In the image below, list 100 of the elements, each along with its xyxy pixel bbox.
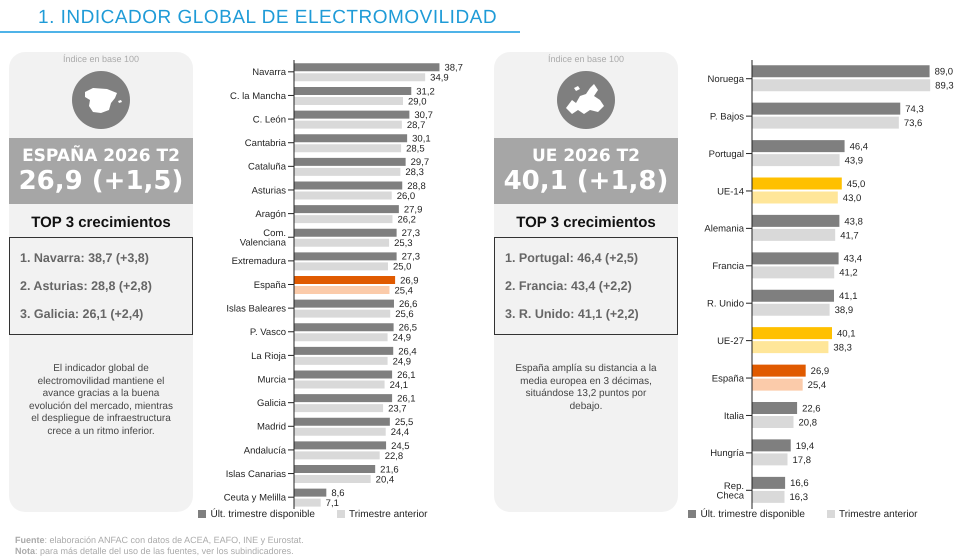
y-tick-label: P. Vasco: [250, 327, 286, 338]
data-label: 16,3: [790, 492, 808, 504]
bar: [294, 63, 440, 72]
bar: [752, 327, 832, 340]
bar: [752, 177, 842, 190]
data-label: 7,1: [326, 498, 339, 510]
data-label: 30,7: [414, 110, 433, 121]
bar: [752, 65, 930, 78]
text: Índice en base 100: [62, 54, 140, 64]
bar: [294, 428, 386, 436]
bar: [294, 144, 402, 152]
data-label: 89,0: [934, 66, 954, 78]
text: 2. Asturias: 28,8 (+2,8): [20, 278, 153, 295]
text: 2. Francia: 43,4 (+2,2): [505, 278, 633, 295]
bar: [294, 276, 396, 284]
text: Nota: para más detalle del uso de las fuentes, ver los subindicadores.: [15, 546, 295, 557]
data-label: 28,8: [407, 180, 426, 192]
bar: [294, 228, 397, 237]
y-tick-label: Rep. Checa: [716, 480, 745, 502]
bar: [294, 488, 326, 497]
data-label: 28,7: [406, 120, 426, 131]
data-label: 41,2: [839, 268, 858, 279]
bar: [752, 228, 836, 241]
bar: [752, 266, 834, 278]
bar: [294, 168, 400, 176]
data-label: 26,2: [397, 214, 416, 226]
bar: [294, 181, 402, 190]
data-label: 74,3: [905, 104, 924, 116]
y-tick-label: UE-27: [717, 336, 744, 347]
bar: [752, 416, 794, 428]
data-label: 25,0: [392, 262, 412, 273]
data-label: 24,5: [391, 440, 410, 452]
data-label: 38,9: [834, 305, 854, 316]
text: 26,9 (+1,5): [18, 166, 184, 196]
bar: [752, 341, 828, 354]
data-label: 46,4: [850, 141, 868, 152]
data-label: 73,6: [904, 118, 922, 130]
y-tick-label: Cantabria: [244, 138, 287, 150]
data-label: 26,4: [398, 346, 417, 358]
data-label: 41,7: [840, 230, 859, 242]
bar: [294, 300, 394, 308]
text: El indicador global de electromovilidad mantiene el avance gracias a la buena evolución del mercado, mientras el despliegue de infraestructura crece a un ritmo inferior.: [28, 363, 174, 438]
data-label: 29,0: [408, 96, 426, 108]
bar: [294, 134, 408, 142]
data-label: 31,2: [416, 86, 435, 98]
bar: [294, 73, 426, 82]
bar: [294, 215, 392, 224]
data-label: 27,9: [404, 204, 422, 216]
data-label: 24,9: [392, 356, 412, 368]
text: 3. R. Unido: 41,1 (+2,2): [505, 306, 640, 323]
data-label: 38,3: [833, 342, 852, 354]
data-label: 20,4: [376, 474, 394, 486]
y-tick-label: Cataluña: [248, 162, 287, 173]
bar: [752, 116, 899, 129]
bar: [294, 333, 388, 342]
y-tick-label: Islas Baleares: [226, 304, 286, 315]
text: Índice en base 100: [546, 54, 626, 64]
bar: [294, 465, 376, 474]
data-label: 45,0: [846, 178, 866, 190]
text: TOP 3 crecimientos: [30, 214, 172, 231]
data-label: 19,4: [796, 440, 814, 452]
data-label: 25,6: [395, 308, 414, 320]
y-tick-label: Hungría: [710, 448, 745, 460]
data-label: 26,5: [398, 322, 418, 334]
bar: [752, 191, 838, 204]
bar: [752, 402, 798, 414]
y-tick-label: Italia: [724, 410, 745, 422]
bar: [294, 120, 402, 129]
bar: [752, 476, 786, 489]
bar: [294, 323, 394, 332]
data-label: 25,4: [808, 380, 826, 391]
y-tick-label: España: [712, 373, 745, 384]
bar: [752, 304, 830, 316]
bar: [752, 490, 785, 503]
bar: [294, 252, 397, 260]
bar: [294, 96, 403, 105]
y-tick-label: UE-14: [717, 186, 744, 198]
data-label: 21,6: [380, 464, 399, 476]
text: TOP 3 crecimientos: [515, 214, 657, 231]
data-label: 25,3: [394, 238, 413, 250]
bar: [752, 79, 930, 92]
text: ESPAÑA 2026 T2: [21, 146, 181, 166]
text: 3. Galicia: 26,1 (+2,4): [20, 306, 144, 323]
data-label: 17,8: [792, 454, 812, 466]
legend-label: Trimestre anterior: [348, 509, 428, 520]
bar: [294, 191, 392, 200]
bar: [294, 475, 371, 484]
bar: [752, 439, 791, 452]
text: UE 2026 T2: [531, 146, 641, 166]
y-tick-label: Extremadura: [232, 256, 287, 268]
bar: [294, 370, 392, 379]
y-tick-label: Andalucía: [244, 445, 287, 456]
text: 1. Navarra: 38,7 (+3,8): [20, 250, 150, 267]
data-label: 22,6: [802, 403, 821, 414]
data-label: 23,7: [388, 404, 407, 415]
bar: [294, 346, 394, 355]
bar: [294, 418, 390, 426]
text: 1. Portugal: 46,4 (+2,5): [505, 250, 640, 267]
bar: [294, 110, 410, 119]
data-label: 26,6: [398, 298, 418, 310]
